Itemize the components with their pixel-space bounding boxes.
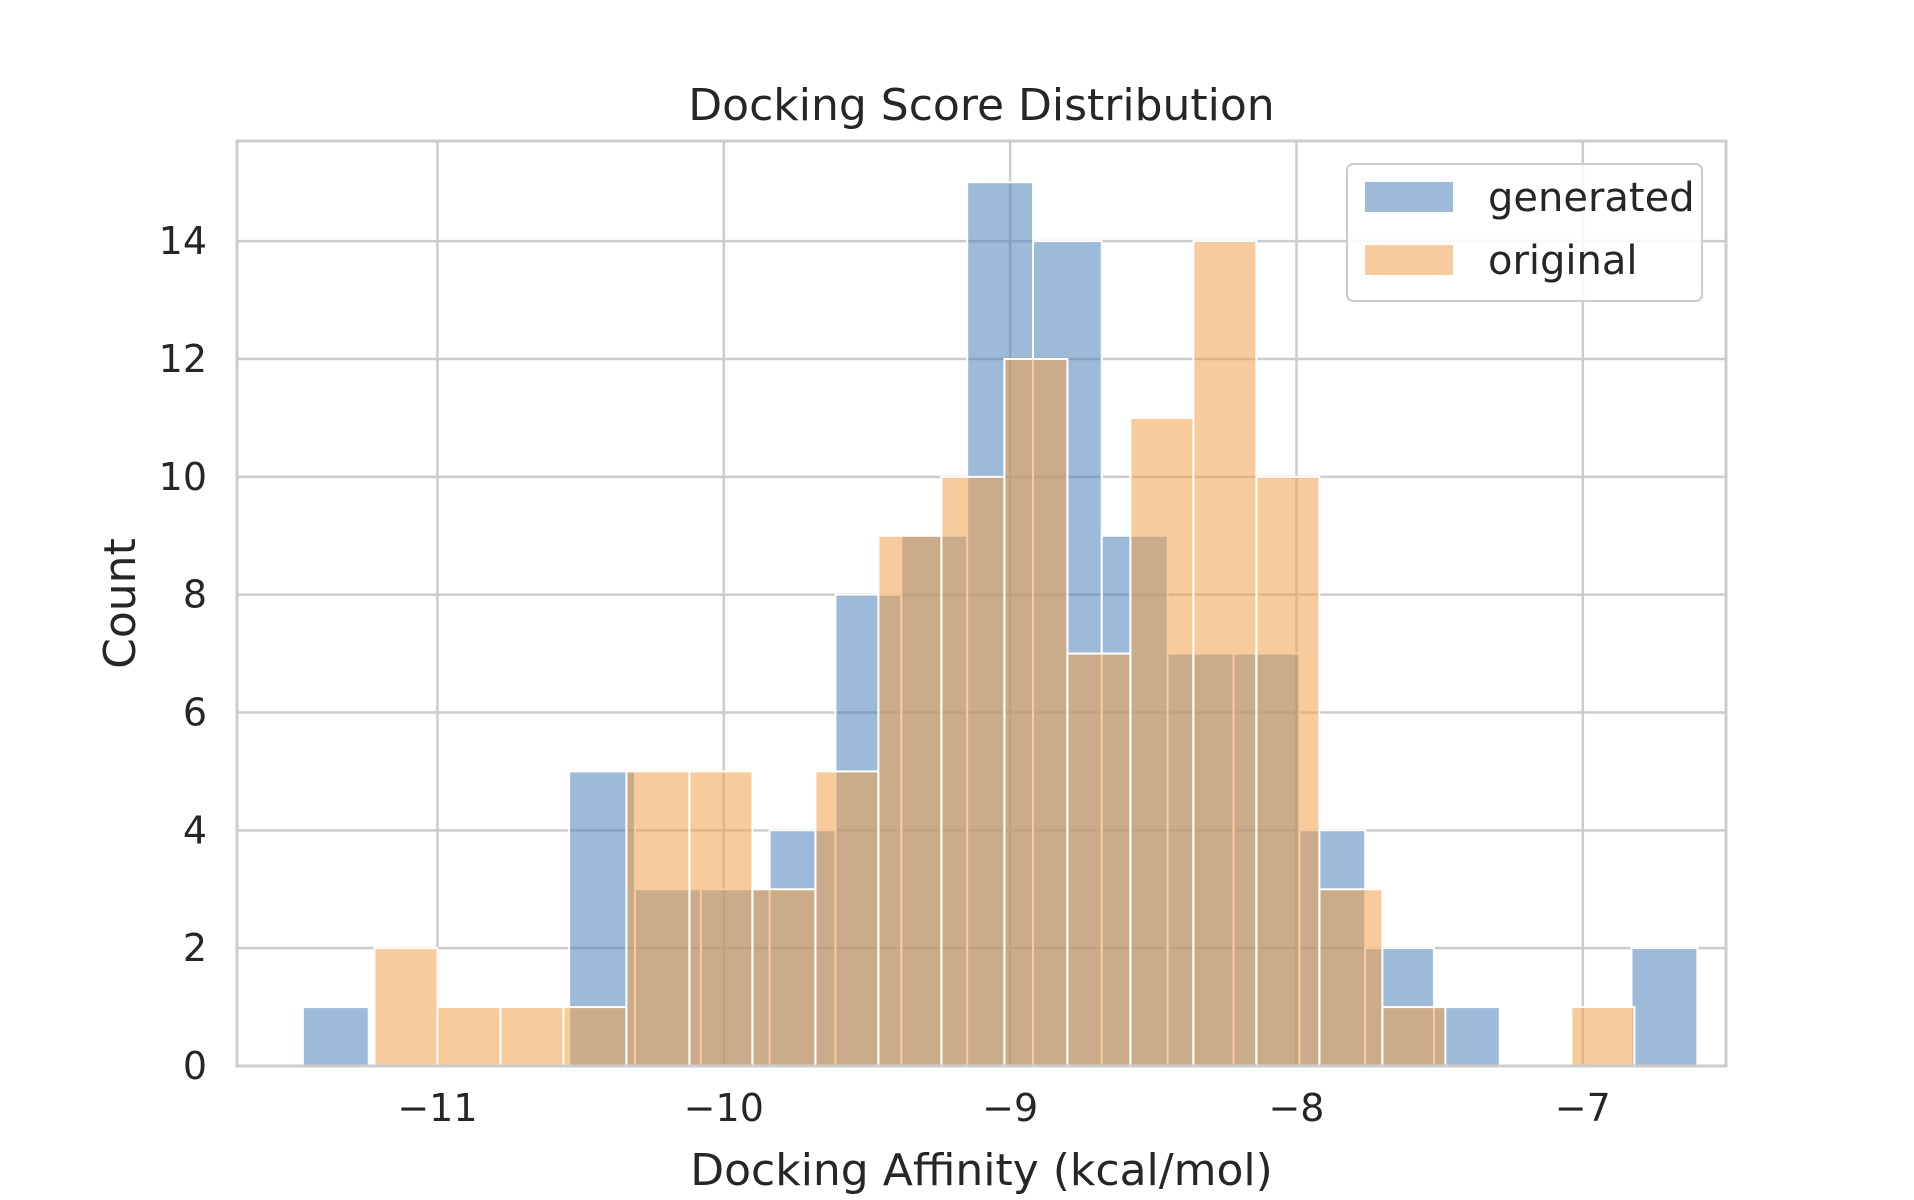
legend-label-generated: generated xyxy=(1488,175,1695,221)
y-axis-title: Count xyxy=(95,538,146,669)
bar-original xyxy=(1003,357,1069,1067)
bar-original xyxy=(1192,240,1258,1067)
x-tick-label: −8 xyxy=(1268,1086,1324,1130)
y-tick-label: 12 xyxy=(159,337,207,381)
bar-original xyxy=(1255,475,1321,1068)
bar-original xyxy=(688,770,754,1067)
x-tick-label: −7 xyxy=(1555,1086,1611,1130)
bar-original xyxy=(940,475,1006,1068)
y-ticks: 0 2 4 6 8 10 12 14 xyxy=(159,219,207,1088)
x-tick-label: −10 xyxy=(684,1086,764,1130)
legend-swatch-original xyxy=(1365,245,1453,275)
y-tick-label: 10 xyxy=(159,455,207,499)
chart-title: Docking Score Distribution xyxy=(688,80,1274,131)
bar-original xyxy=(436,1006,502,1068)
x-tick-label: −9 xyxy=(982,1086,1038,1130)
y-tick-label: 4 xyxy=(183,808,207,852)
bar-original xyxy=(877,534,943,1067)
bar-original xyxy=(625,770,691,1067)
bar-original xyxy=(373,947,439,1067)
y-tick-label: 14 xyxy=(159,219,207,263)
bar-original xyxy=(1318,888,1384,1067)
plot-frame xyxy=(235,139,1728,1068)
y-tick-label: 0 xyxy=(183,1044,207,1088)
bar-original xyxy=(751,888,817,1067)
bar-original xyxy=(1129,416,1195,1067)
legend-label-original: original xyxy=(1488,238,1638,284)
bar-generated xyxy=(301,1006,370,1068)
y-tick-label: 6 xyxy=(183,690,207,734)
legend: generated original xyxy=(1346,163,1703,302)
bar-original xyxy=(499,1006,565,1068)
bar-original xyxy=(1570,1006,1636,1068)
bars xyxy=(301,181,1699,1068)
bar-original xyxy=(814,770,880,1067)
bar-original xyxy=(1381,1006,1447,1068)
bar-original xyxy=(562,1006,628,1068)
y-tick-label: 2 xyxy=(183,926,207,970)
bar-original xyxy=(1066,652,1132,1067)
x-tick-label: −11 xyxy=(397,1086,477,1130)
x-ticks: −11 −10 −9 −8 −7 xyxy=(397,1086,1611,1130)
legend-swatch-generated xyxy=(1365,182,1453,212)
x-axis-title: Docking Affinity (kcal/mol) xyxy=(690,1145,1273,1196)
bar-generated xyxy=(1630,947,1699,1067)
y-tick-label: 8 xyxy=(183,573,207,617)
